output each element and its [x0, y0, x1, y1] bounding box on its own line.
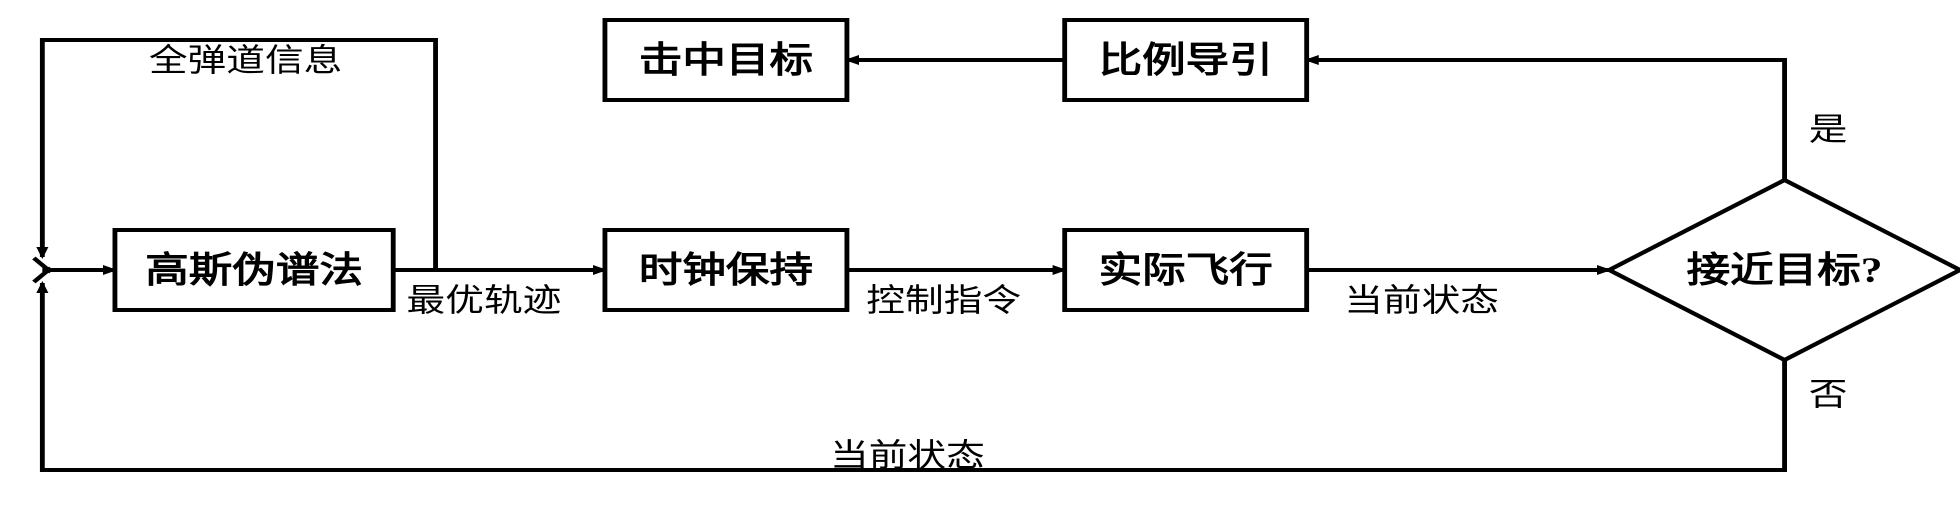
node-actual-flight-label: 实际飞行 — [1099, 250, 1273, 291]
edge-decision-yes-label: 是 — [1809, 111, 1848, 147]
edge-full-trajectory-label: 全弹道信息 — [149, 42, 343, 78]
edge-decision-yes — [1307, 60, 1785, 180]
node-decision-label: 接近目标? — [1687, 250, 1883, 291]
node-proportional-navigation-label: 比例导引 — [1099, 40, 1273, 81]
edge-flight-to-decision-label: 当前状态 — [1344, 282, 1499, 318]
edge-gauss-to-clock-label: 最优轨迹 — [407, 282, 562, 318]
edge-feedback-bottom-label: 当前状态 — [830, 437, 985, 473]
edge-clock-to-flight-label: 控制指令 — [866, 282, 1021, 318]
node-hit-target-label: 击中目标 — [639, 40, 813, 81]
node-gauss-pseudospectral-label: 高斯伪谱法 — [145, 250, 363, 291]
node-clock-hold-label: 时钟保持 — [639, 250, 813, 291]
edge-decision-no-label: 否 — [1809, 376, 1848, 412]
